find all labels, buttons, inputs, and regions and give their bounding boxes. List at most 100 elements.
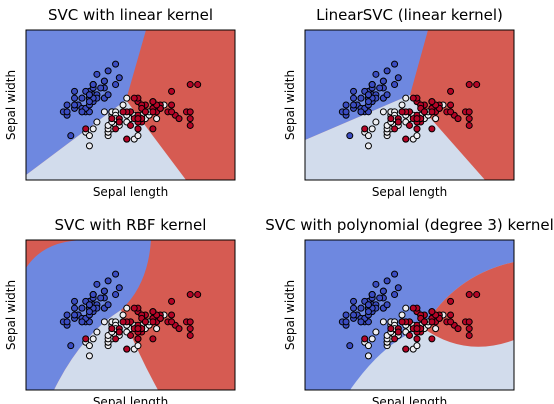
point xyxy=(394,74,402,82)
x-axis-label: Sepal length xyxy=(93,185,168,199)
point xyxy=(364,132,372,140)
point xyxy=(454,115,462,123)
point xyxy=(175,325,183,333)
point xyxy=(379,318,387,326)
point xyxy=(104,67,112,75)
point xyxy=(473,291,481,299)
point xyxy=(153,325,161,333)
point xyxy=(186,331,194,339)
point xyxy=(413,132,421,140)
point xyxy=(97,84,105,92)
point xyxy=(413,335,421,343)
point xyxy=(112,60,120,68)
point xyxy=(141,108,149,116)
point xyxy=(465,81,473,89)
point xyxy=(85,98,93,106)
point xyxy=(63,108,71,116)
subplot: SVC with polynomial (degree 3) kernel Sep… xyxy=(265,216,554,404)
point xyxy=(186,115,194,123)
point xyxy=(112,81,120,89)
point xyxy=(153,115,161,123)
point xyxy=(447,297,455,305)
y-axis-label: Sepal width xyxy=(283,70,297,140)
point xyxy=(428,98,436,106)
point xyxy=(119,318,127,326)
point xyxy=(447,318,455,326)
point xyxy=(82,335,90,343)
point xyxy=(123,345,131,353)
point xyxy=(149,108,157,116)
point xyxy=(168,297,176,305)
point xyxy=(115,328,123,336)
point xyxy=(89,335,97,343)
point xyxy=(350,304,358,312)
point xyxy=(465,115,473,123)
point xyxy=(342,101,350,109)
point xyxy=(141,318,149,326)
point xyxy=(420,318,428,326)
point xyxy=(63,311,71,319)
subplot: SVC with linear kernel Sepal length Sepal … xyxy=(4,6,236,199)
point xyxy=(428,125,436,133)
point xyxy=(89,81,97,89)
point xyxy=(413,115,421,123)
point xyxy=(447,87,455,95)
point xyxy=(383,301,391,309)
point xyxy=(465,331,473,339)
point xyxy=(104,301,112,309)
point xyxy=(368,291,376,299)
point xyxy=(71,101,79,109)
point xyxy=(85,352,93,360)
point xyxy=(432,115,440,123)
point xyxy=(383,91,391,99)
point xyxy=(100,108,108,116)
point xyxy=(194,291,202,299)
point xyxy=(89,291,97,299)
plot-area xyxy=(26,240,235,390)
point xyxy=(78,94,86,102)
point xyxy=(402,345,410,353)
point xyxy=(67,132,75,140)
point xyxy=(368,81,376,89)
point xyxy=(108,115,116,123)
point xyxy=(447,108,455,116)
region xyxy=(26,100,186,180)
point xyxy=(112,335,120,343)
point xyxy=(186,291,194,299)
y-axis-label: Sepal width xyxy=(4,70,18,140)
point xyxy=(387,325,395,333)
point xyxy=(134,335,142,343)
point xyxy=(447,311,455,319)
point xyxy=(398,318,406,326)
point xyxy=(168,87,176,95)
point xyxy=(394,284,402,292)
point xyxy=(428,335,436,343)
point xyxy=(357,108,365,116)
point xyxy=(82,125,90,133)
region xyxy=(423,262,514,347)
point xyxy=(85,301,93,309)
point xyxy=(350,297,358,305)
point xyxy=(409,94,417,102)
point xyxy=(368,125,376,133)
point xyxy=(71,94,79,102)
point xyxy=(78,108,86,116)
point xyxy=(357,304,365,312)
point xyxy=(78,304,86,312)
point xyxy=(465,291,473,299)
point xyxy=(391,270,399,278)
point xyxy=(100,77,108,85)
point xyxy=(350,101,358,109)
point xyxy=(100,287,108,295)
point xyxy=(123,94,131,102)
point xyxy=(112,291,120,299)
point xyxy=(85,308,93,316)
point xyxy=(104,277,112,285)
point xyxy=(413,325,421,333)
point xyxy=(134,132,142,140)
point xyxy=(357,94,365,102)
point xyxy=(402,94,410,102)
point xyxy=(387,115,395,123)
point xyxy=(406,121,413,129)
region xyxy=(54,310,158,390)
